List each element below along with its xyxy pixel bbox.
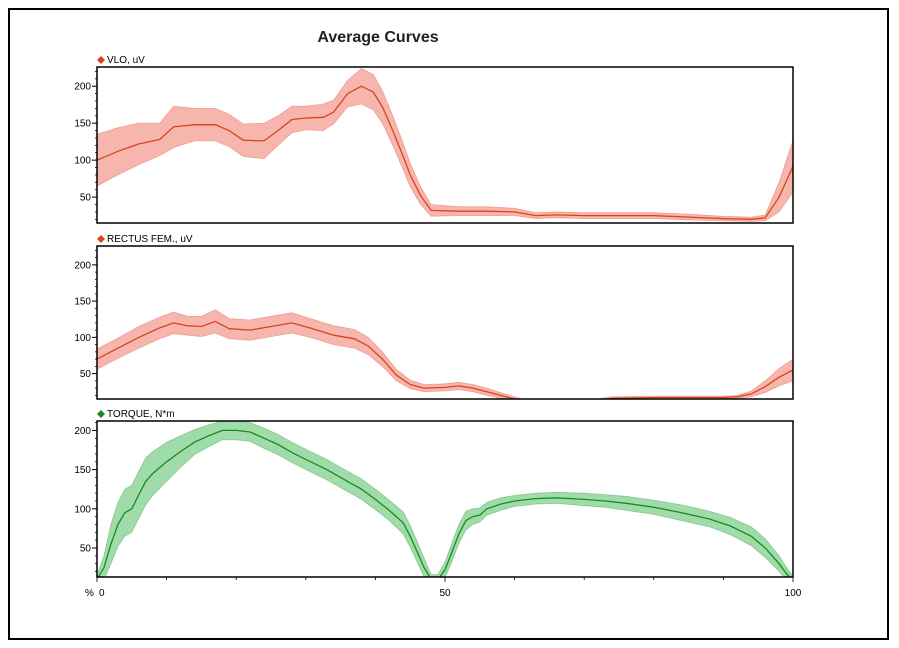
y-tick-label: 50 — [80, 193, 92, 204]
x-tick-label: 50 — [439, 588, 451, 599]
vlo-plot-area — [96, 66, 794, 224]
y-tick-label: 100 — [74, 333, 91, 344]
vlo-mean-line — [97, 85, 793, 220]
y-tick-label: 150 — [74, 297, 91, 308]
vlo-panel-label: VLO, uV — [107, 55, 145, 66]
rectus-fem-std-band — [97, 309, 793, 399]
series-marker-diamond-icon — [97, 410, 105, 418]
x-tick-label: 0 — [99, 588, 105, 599]
y-tick-label: 200 — [74, 82, 91, 93]
y-tick-label: 100 — [74, 156, 91, 167]
y-tick-label: 150 — [74, 119, 91, 130]
torque-std-band — [97, 421, 793, 577]
y-tick-label: 50 — [80, 369, 92, 380]
rectus-fem-mean-line — [97, 320, 793, 399]
vlo-std-band — [97, 68, 793, 222]
y-tick-label: 200 — [74, 260, 91, 271]
series-marker-diamond-icon — [97, 56, 105, 64]
y-tick-label: 200 — [74, 426, 91, 437]
y-tick-label: 150 — [74, 465, 91, 476]
rectus-fem-panel-label: RECTUS FEM., uV — [107, 234, 193, 245]
torque-panel-label: TORQUE, N*m — [107, 409, 175, 420]
x-tick-label: 100 — [785, 588, 802, 599]
x-axis-label: % — [85, 588, 94, 599]
chart-frame — [8, 8, 889, 640]
series-marker-diamond-icon — [97, 235, 105, 243]
y-tick-label: 100 — [74, 504, 91, 515]
chart-title: Average Curves — [317, 29, 438, 46]
y-tick-label: 50 — [80, 543, 92, 554]
torque-mean-line — [97, 429, 791, 577]
